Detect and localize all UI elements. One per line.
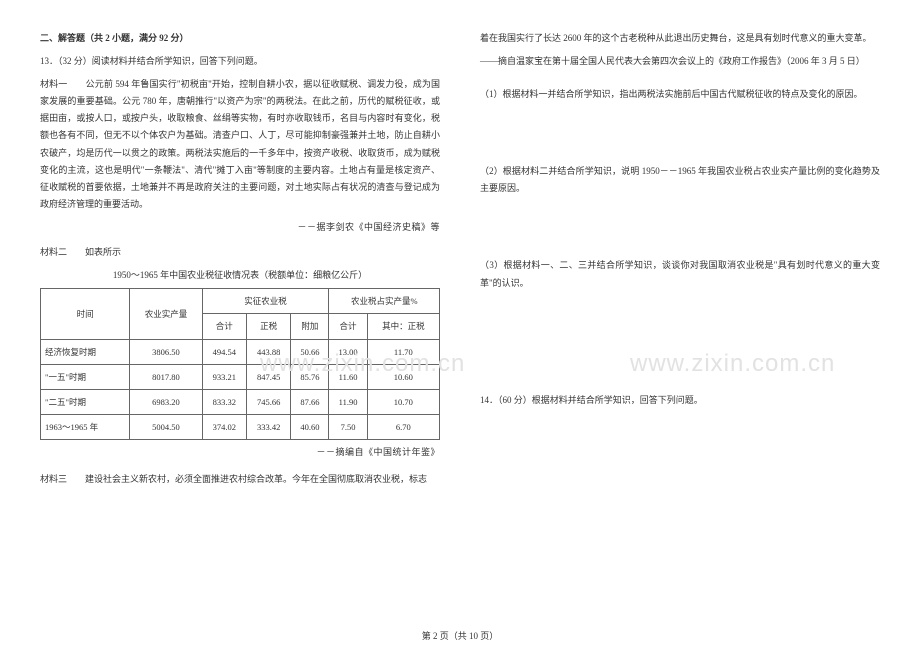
cell: "二五"时期 [41, 389, 130, 414]
table-row: 1963～1965 年 5004.50 374.02 333.42 40.60 … [41, 414, 440, 439]
cell: 3806.50 [130, 339, 202, 364]
sub-question-1: （1）根据材料一并结合所学知识，指出两税法实施前后中国古代赋税征收的特点及变化的… [480, 86, 880, 103]
cell: 374.02 [202, 414, 246, 439]
sub-question-3: （3）根据材料一、二、三并结合所学知识，谈谈你对我国取消农业税是"具有划时代意义… [480, 257, 880, 291]
th-sub: 合计 [329, 314, 367, 339]
th-sub: 正税 [246, 314, 290, 339]
section-title: 二、解答题（共 2 小题，满分 92 分） [40, 30, 440, 47]
cell: 经济恢复时期 [41, 339, 130, 364]
material-1-text: 公元前 594 年鲁国实行"初税亩"开始，控制自耕小农，据以征收赋税、调发力役，… [40, 79, 440, 209]
cell: 7.50 [329, 414, 367, 439]
cell: 1963～1965 年 [41, 414, 130, 439]
cell: 745.66 [246, 389, 290, 414]
page-content: 二、解答题（共 2 小题，满分 92 分） 13．（32 分）阅读材料并结合所学… [0, 0, 920, 494]
cell: 13.00 [329, 339, 367, 364]
table-row: "一五"时期 8017.80 933.21 847.45 85.76 11.60… [41, 364, 440, 389]
left-column: 二、解答题（共 2 小题，满分 92 分） 13．（32 分）阅读材料并结合所学… [40, 30, 440, 494]
cell: 847.45 [246, 364, 290, 389]
material-1-label: 材料一 [40, 79, 67, 89]
cell: 50.66 [291, 339, 329, 364]
cell: "一五"时期 [41, 364, 130, 389]
material-3-continued: 着在我国实行了长达 2600 年的这个古老税种从此退出历史舞台，这是具有划时代意… [480, 30, 880, 47]
cell: 11.90 [329, 389, 367, 414]
th-time: 时间 [41, 289, 130, 339]
cell: 40.60 [291, 414, 329, 439]
cell: 5004.50 [130, 414, 202, 439]
material-3-label: 材料三 [40, 474, 67, 484]
cell: 10.60 [367, 364, 439, 389]
cell: 933.21 [202, 364, 246, 389]
th-sub: 附加 [291, 314, 329, 339]
cell: 8017.80 [130, 364, 202, 389]
cell: 333.42 [246, 414, 290, 439]
cell: 11.70 [367, 339, 439, 364]
cell: 6.70 [367, 414, 439, 439]
material-1: 材料一 公元前 594 年鲁国实行"初税亩"开始，控制自耕小农，据以征收赋税、调… [40, 76, 440, 213]
th-sub: 合计 [202, 314, 246, 339]
th-tax: 实征农业税 [202, 289, 329, 314]
cell: 85.76 [291, 364, 329, 389]
table-title: 1950～1965 年中国农业税征收情况表（税额单位：细粮亿公斤） [40, 267, 440, 284]
right-column: 着在我国实行了长达 2600 年的这个古老税种从此退出历史舞台，这是具有划时代意… [480, 30, 880, 494]
material-3: 材料三 建设社会主义新农村，必须全面推进农村综合改革。今年在全国彻底取消农业税，… [40, 471, 440, 488]
th-sub: 其中：正税 [367, 314, 439, 339]
table-header-row: 时间 农业实产量 实征农业税 农业税占实产量% [41, 289, 440, 314]
th-output: 农业实产量 [130, 289, 202, 339]
cell: 87.66 [291, 389, 329, 414]
cell: 6983.20 [130, 389, 202, 414]
sub-question-2: （2）根据材料二并结合所学知识，说明 1950－－1965 年我国农业税占农业实… [480, 163, 880, 197]
material-2-label: 材料二 如表所示 [40, 244, 440, 261]
question-13-intro: 13．（32 分）阅读材料并结合所学知识，回答下列问题。 [40, 53, 440, 70]
th-pct: 农业税占实产量% [329, 289, 440, 314]
cell: 494.54 [202, 339, 246, 364]
table-row: "二五"时期 6983.20 833.32 745.66 87.66 11.90… [41, 389, 440, 414]
material-3-source: ——摘自温家宝在第十届全国人民代表大会第四次会议上的《政府工作报告》（2006 … [480, 53, 880, 70]
cell: 443.88 [246, 339, 290, 364]
question-14-intro: 14．（60 分）根据材料并结合所学知识，回答下列问题。 [480, 392, 880, 409]
table-row: 经济恢复时期 3806.50 494.54 443.88 50.66 13.00… [41, 339, 440, 364]
agri-tax-table: 时间 农业实产量 实征农业税 农业税占实产量% 合计 正税 附加 合计 其中：正… [40, 288, 440, 440]
cell: 833.32 [202, 389, 246, 414]
material-1-source: －－据李剑农《中国经济史稿》等 [40, 219, 440, 236]
page-footer: 第 2 页（共 10 页） [0, 629, 920, 642]
cell: 11.60 [329, 364, 367, 389]
material-3-text: 建设社会主义新农村，必须全面推进农村综合改革。今年在全国彻底取消农业税，标志 [67, 474, 427, 484]
table-source: －－摘编自《中国统计年鉴》 [40, 444, 440, 461]
cell: 10.70 [367, 389, 439, 414]
